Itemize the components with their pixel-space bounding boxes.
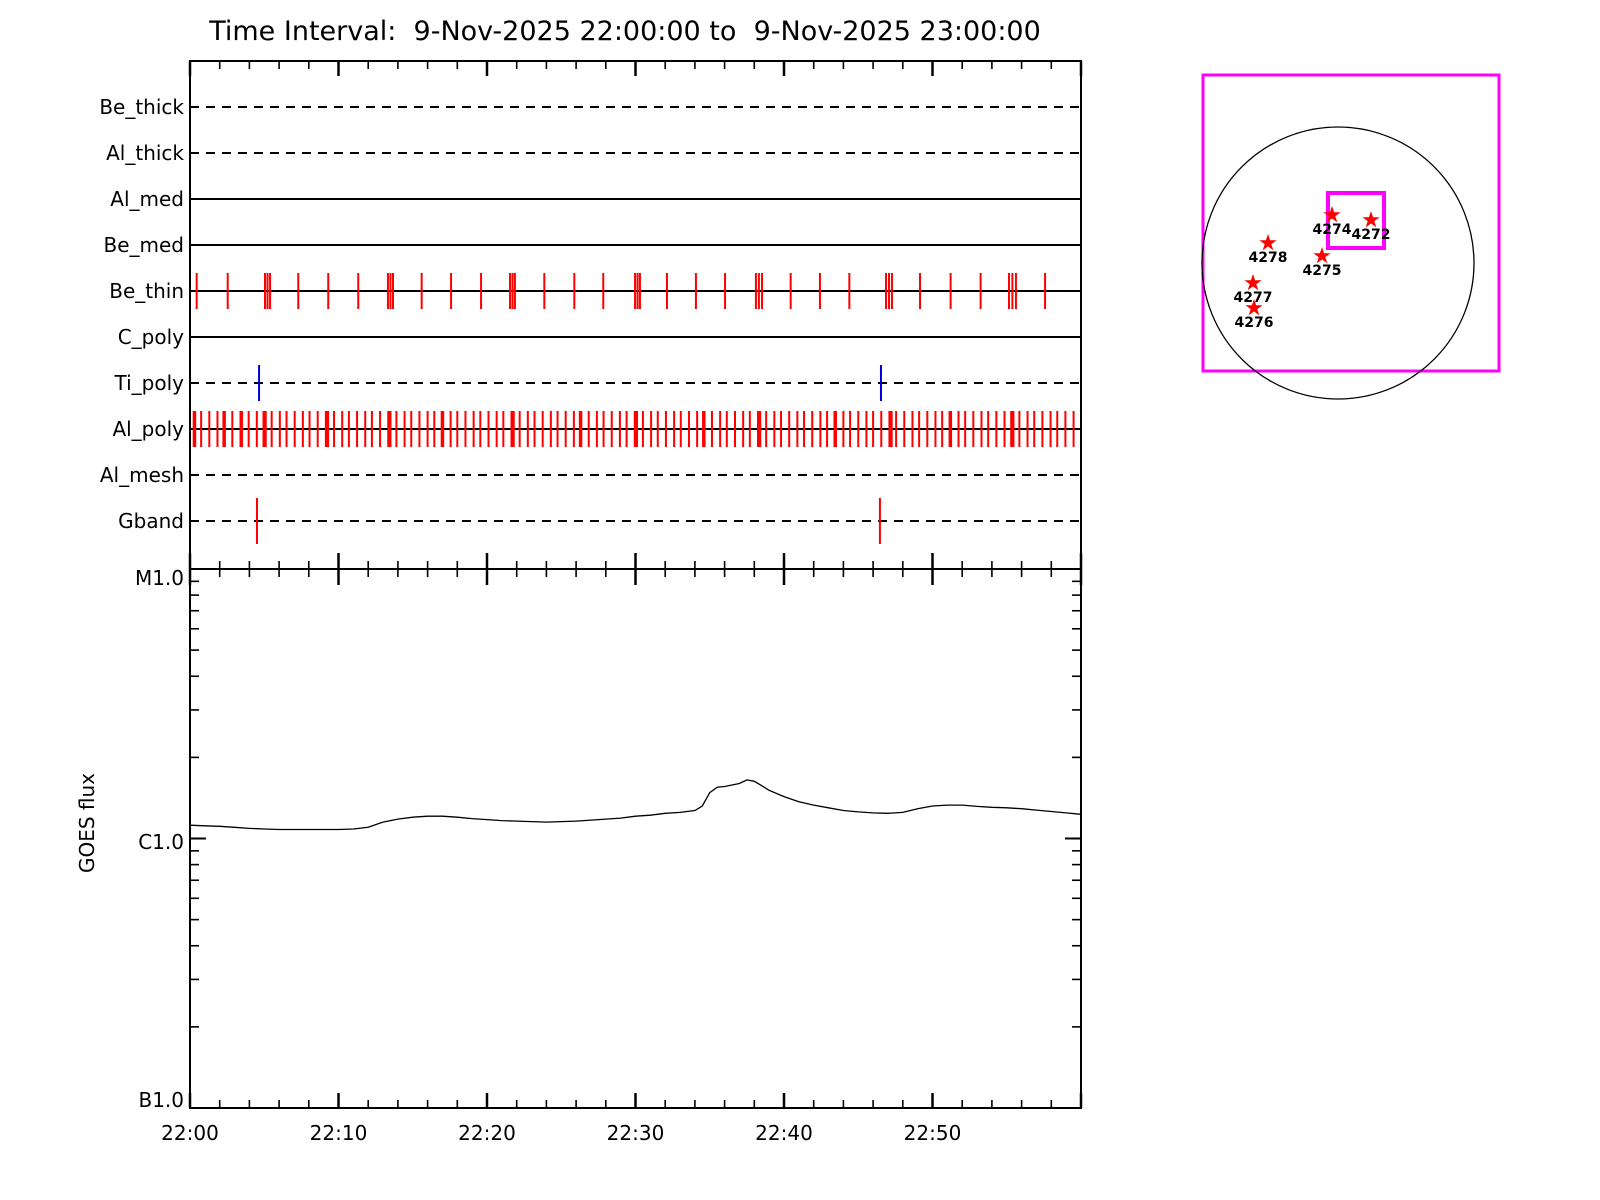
goes-axis-title: GOES flux	[75, 772, 99, 874]
active-region-star-4278	[1259, 234, 1277, 251]
filter-label-al-med: Al_med	[110, 187, 184, 211]
xtick-2250: 22:50	[903, 1121, 962, 1145]
filter-label-gband: Gband	[118, 509, 184, 533]
filter-row-Ti_poly	[190, 365, 1081, 401]
fov-outer-box	[1201, 73, 1501, 373]
filter-label-ti-poly: Ti_poly	[114, 371, 184, 395]
xtick-2200: 22:00	[161, 1121, 219, 1145]
goes-ytick-b1: B1.0	[138, 1088, 184, 1112]
goes-ytick-m1: M1.0	[134, 566, 184, 590]
active-region-label-4272: 4272	[1351, 227, 1391, 243]
filter-row-Al_poly	[190, 411, 1081, 447]
goes-ytick-c1: C1.0	[138, 830, 184, 854]
xtick-2210: 22:10	[309, 1121, 368, 1145]
active-region-star-4272	[1362, 211, 1380, 228]
goes-log-yticks	[190, 568, 1081, 1109]
filter-label-al-mesh: Al_mesh	[99, 463, 184, 487]
active-region-label-4278: 4278	[1248, 250, 1288, 266]
filter-row-Gband	[190, 498, 1081, 544]
active-region-label-4276: 4276	[1234, 315, 1274, 331]
active-region-label-4277: 4277	[1233, 290, 1273, 306]
solar-limb-circle	[1201, 126, 1475, 400]
goes-flux-panel	[189, 568, 1082, 1109]
active-region-star-4275	[1313, 247, 1331, 264]
xtick-2220: 22:20	[458, 1121, 516, 1145]
filter-timeline-panel	[189, 60, 1082, 570]
filter-label-be-med: Be_med	[103, 233, 184, 257]
active-region-star-4276	[1245, 299, 1263, 316]
filter-label-be-thin: Be_thin	[109, 279, 184, 303]
active-region-label-4275: 4275	[1302, 263, 1342, 279]
filter-label-be-thick: Be_thick	[99, 95, 184, 119]
xtick-2230: 22:30	[606, 1121, 665, 1145]
active-region-star-4274	[1323, 206, 1341, 223]
goes-flux-curve	[189, 779, 1082, 831]
filter-label-c-poly: C_poly	[117, 325, 184, 349]
xtick-2240: 22:40	[755, 1121, 813, 1145]
sun-map-panel	[1201, 73, 1501, 400]
page-title: Time Interval: 9-Nov-2025 22:00:00 to 9-…	[209, 16, 1041, 47]
active-region-star-4277	[1244, 274, 1262, 291]
time-axis-ticks	[188, 61, 1083, 1108]
filter-label-al-thick: Al_thick	[106, 141, 184, 165]
filter-label-al-poly: Al_poly	[112, 417, 184, 441]
filter-row-Be_thin	[190, 273, 1081, 309]
active-region-label-4274: 4274	[1312, 222, 1352, 238]
